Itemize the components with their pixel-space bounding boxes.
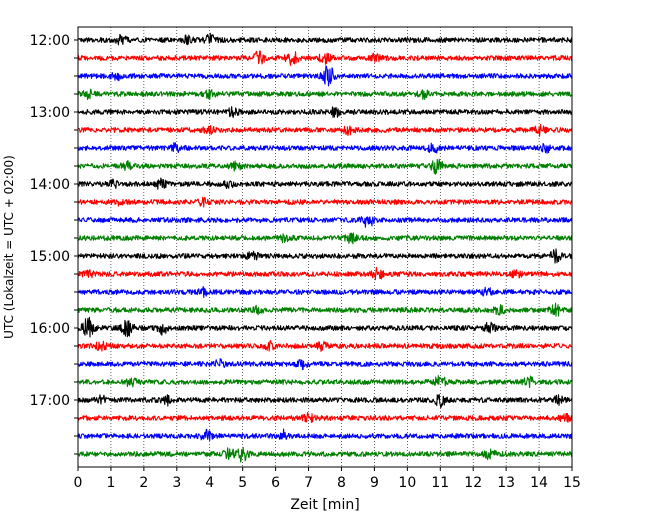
trace-17:30 xyxy=(77,428,573,442)
x-tick-label-15: 15 xyxy=(563,475,581,491)
y-tick-label-16:00: 16:00 xyxy=(30,321,70,337)
x-tick-label-14: 14 xyxy=(530,475,548,491)
trace-17:00 xyxy=(77,394,573,409)
trace-12:45 xyxy=(77,88,573,101)
x-tick-label-10: 10 xyxy=(398,475,416,491)
trace-13:30 xyxy=(77,142,573,154)
trace-17:15 xyxy=(77,411,573,423)
trace-14:15 xyxy=(77,196,573,208)
x-tick-label-6: 6 xyxy=(271,475,280,491)
trace-12:00 xyxy=(77,32,573,46)
trace-16:30 xyxy=(77,358,573,371)
x-tick-label-11: 11 xyxy=(431,475,449,491)
x-tick-label-8: 8 xyxy=(337,475,346,491)
trace-16:00 xyxy=(77,316,573,338)
plot-frame xyxy=(77,26,573,468)
trace-12:30 xyxy=(77,65,573,87)
y-tick-label-14:00: 14:00 xyxy=(30,177,70,193)
trace-17:45 xyxy=(77,446,573,463)
seismic-traces xyxy=(77,32,573,463)
x-tick-label-0: 0 xyxy=(74,475,83,491)
x-tick-label-4: 4 xyxy=(205,475,214,491)
y-axis-ticks: 12:00 13:00 14:00 15:00 16:00 17:00 xyxy=(30,33,78,455)
x-tick-label-12: 12 xyxy=(464,475,482,491)
x-axis-ticks: 0 1 2 3 4 5 6 7 8 9 10 11 12 13 14 15 xyxy=(74,467,581,491)
x-tick-label-13: 13 xyxy=(497,475,515,491)
trace-15:45 xyxy=(77,302,573,317)
trace-14:45 xyxy=(77,232,573,245)
trace-13:45 xyxy=(77,158,573,175)
y-tick-label-12:00: 12:00 xyxy=(30,33,70,49)
x-tick-label-2: 2 xyxy=(139,475,148,491)
trace-12:15 xyxy=(77,50,573,66)
trace-16:15 xyxy=(77,340,573,352)
trace-15:00 xyxy=(77,248,573,264)
trace-14:00 xyxy=(77,177,573,190)
trace-13:00 xyxy=(77,106,573,119)
trace-13:15 xyxy=(77,123,573,137)
trace-15:30 xyxy=(77,286,573,299)
y-axis-label: UTC (Lokalzeit = UTC + 02:00) xyxy=(2,155,16,339)
y-tick-label-15:00: 15:00 xyxy=(30,249,70,265)
trace-15:15 xyxy=(77,266,573,281)
x-tick-label-5: 5 xyxy=(238,475,247,491)
trace-16:45 xyxy=(77,375,573,389)
x-tick-label-1: 1 xyxy=(106,475,115,491)
vertical-grid-lines xyxy=(110,27,540,467)
y-tick-label-17:00: 17:00 xyxy=(30,393,70,409)
x-axis-label: Zeit [min] xyxy=(290,497,359,513)
y-tick-label-13:00: 13:00 xyxy=(30,105,70,121)
x-tick-label-7: 7 xyxy=(304,475,313,491)
trace-14:30 xyxy=(77,216,573,228)
x-tick-label-3: 3 xyxy=(172,475,181,491)
x-tick-label-9: 9 xyxy=(370,475,379,491)
